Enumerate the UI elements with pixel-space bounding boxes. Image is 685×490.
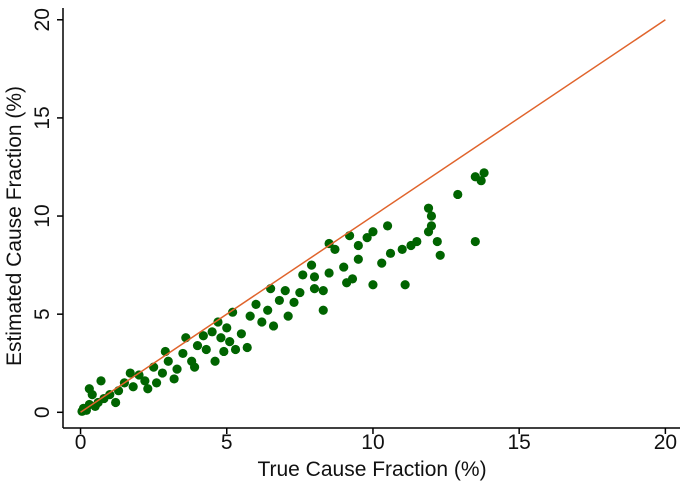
point (111, 397, 121, 408)
point (435, 250, 445, 260)
point (339, 262, 349, 272)
point (96, 376, 106, 386)
x-tick-label: 5 (221, 431, 233, 454)
point (283, 311, 293, 321)
point (353, 254, 363, 264)
point (213, 317, 223, 327)
x-tick-label: 10 (361, 431, 384, 454)
point (157, 368, 168, 378)
point (134, 370, 144, 380)
x-tick-label: 20 (654, 431, 677, 454)
y-tick-label: 0 (31, 406, 54, 418)
point (274, 295, 284, 306)
point (225, 337, 235, 347)
point (406, 240, 416, 251)
point (432, 236, 442, 247)
point (257, 317, 267, 327)
y-axis-title: Estimated Cause Fraction (%) (3, 86, 26, 366)
point (143, 384, 153, 394)
point (353, 240, 363, 251)
point (470, 236, 480, 247)
point (368, 227, 378, 237)
point (151, 378, 162, 388)
point (192, 340, 203, 351)
point (242, 342, 252, 353)
point (368, 280, 378, 290)
point (198, 331, 208, 341)
point (330, 244, 340, 255)
point (128, 382, 138, 392)
point (87, 390, 97, 400)
point (210, 356, 220, 366)
x-tick-label: 0 (75, 431, 87, 454)
point (201, 344, 211, 355)
point (207, 327, 217, 337)
point (453, 189, 463, 200)
point (169, 374, 179, 384)
point (479, 168, 489, 178)
point (385, 248, 396, 258)
point (222, 323, 232, 333)
point (309, 284, 320, 294)
point (228, 307, 238, 317)
point (178, 348, 188, 359)
point (268, 321, 279, 331)
y-tick-label: 5 (31, 308, 54, 320)
point (163, 356, 173, 366)
point (230, 344, 241, 355)
point (251, 299, 261, 309)
point (397, 244, 407, 255)
point (426, 211, 437, 221)
y-tick-label: 10 (31, 204, 54, 227)
point (470, 172, 480, 182)
point (219, 346, 229, 357)
y-tick-label: 20 (31, 8, 54, 31)
point (172, 364, 182, 374)
point (324, 238, 334, 249)
point (306, 260, 317, 270)
point (189, 362, 200, 372)
point (245, 311, 255, 321)
point (324, 268, 334, 278)
reference-line (80, 19, 666, 413)
point (400, 280, 410, 290)
point (140, 376, 150, 386)
point (298, 270, 308, 280)
x-tick-label: 15 (507, 431, 530, 454)
x-axis-title: True Cause Fraction (%) (257, 458, 486, 481)
point (309, 272, 320, 282)
point (280, 286, 290, 296)
point (318, 305, 328, 315)
point (289, 297, 299, 307)
point (362, 233, 372, 243)
point (295, 287, 305, 298)
point (318, 286, 328, 296)
y-tick-label: 15 (31, 106, 54, 129)
point (342, 278, 352, 288)
point (423, 203, 434, 213)
point (125, 368, 135, 378)
point (377, 258, 387, 268)
point (216, 333, 226, 343)
point (263, 305, 273, 315)
point (382, 221, 393, 231)
point (236, 329, 246, 339)
point (423, 227, 434, 237)
